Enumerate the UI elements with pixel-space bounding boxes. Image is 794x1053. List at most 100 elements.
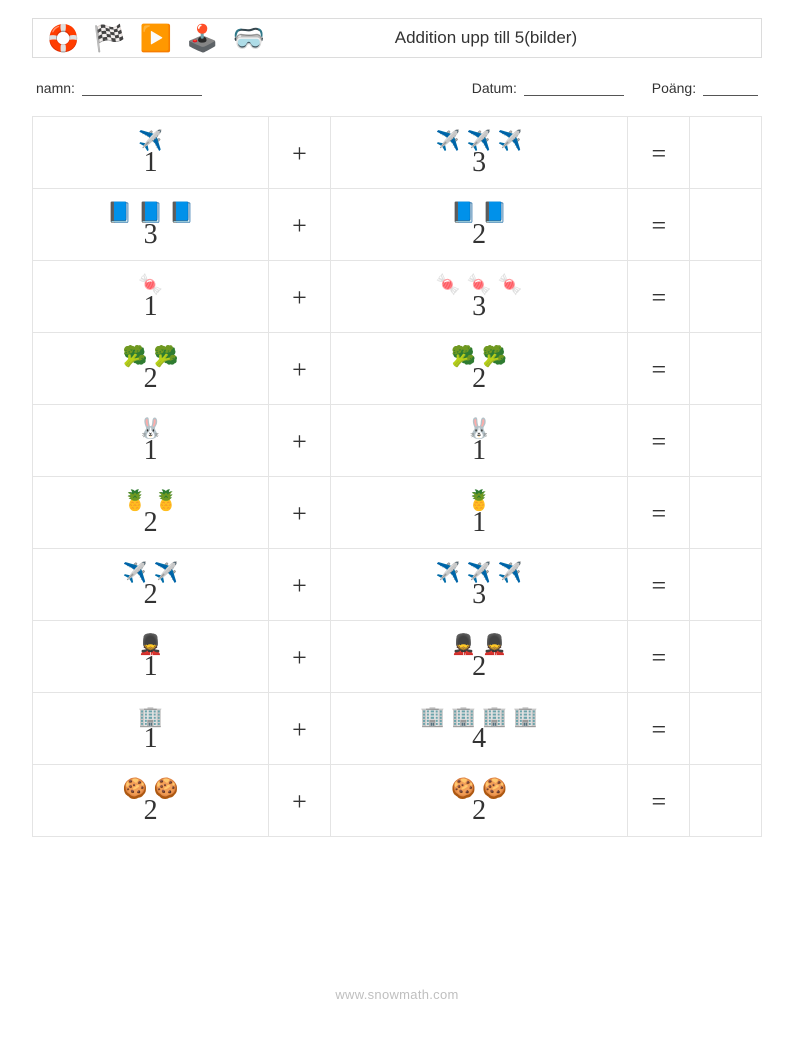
quantity-number: 2 [337,221,622,249]
quantity-number: 3 [337,581,622,609]
quantity-number: 3 [39,221,262,249]
plus-cell: + [269,117,331,189]
name-field: namn: [36,80,472,96]
count-icon: 🍬 [498,275,523,295]
count-icon: 🏢 [513,707,538,727]
count-icon: ✈️ [498,563,523,583]
score-field: Poäng: [652,80,758,96]
quantity-number: 1 [39,725,262,753]
problem-row: 🐰1+🐰1= [33,405,762,477]
header-icon: ▶️ [140,25,172,51]
equals-cell: = [628,549,690,621]
count-icon: 📘 [107,203,132,223]
worksheet-page: 🛟 🏁 ▶️ 🕹️ 🥽 Addition upp till 5(bilder) … [0,0,794,1032]
quantity-cell: 🍬🍬🍬3 [330,261,628,333]
quantity-cell: 🏢🏢🏢🏢4 [330,693,628,765]
equals-cell: = [628,189,690,261]
problem-row: 🍬1+🍬🍬🍬3= [33,261,762,333]
count-icon: 🏢 [420,707,445,727]
equals-cell: = [628,405,690,477]
answer-cell[interactable] [690,117,762,189]
problem-row: 🏢1+🏢🏢🏢🏢4= [33,693,762,765]
quantity-number: 2 [337,365,622,393]
answer-cell[interactable] [690,549,762,621]
quantity-number: 4 [337,725,622,753]
equals-cell: = [628,765,690,837]
quantity-number: 2 [337,653,622,681]
plus-cell: + [269,333,331,405]
equals-cell: = [628,693,690,765]
quantity-number: 1 [337,509,622,537]
quantity-cell: ✈️✈️✈️3 [330,549,628,621]
quantity-cell: 🍍1 [330,477,628,549]
quantity-number: 3 [337,293,622,321]
answer-cell[interactable] [690,333,762,405]
quantity-number: 2 [39,509,262,537]
quantity-number: 1 [39,653,262,681]
meta-row: namn: Datum: Poäng: [32,80,762,96]
plus-cell: + [269,405,331,477]
quantity-cell: ✈️✈️✈️3 [330,117,628,189]
problem-row: 🍪🍪2+🍪🍪2= [33,765,762,837]
quantity-number: 1 [39,293,262,321]
problems-table: ✈️1+✈️✈️✈️3=📘📘📘3+📘📘2=🍬1+🍬🍬🍬3=🥦🥦2+🥦🥦2=🐰1+… [32,116,762,837]
plus-cell: + [269,693,331,765]
equals-cell: = [628,117,690,189]
answer-cell[interactable] [690,693,762,765]
plus-cell: + [269,621,331,693]
plus-cell: + [269,477,331,549]
quantity-cell: 💂1 [33,621,269,693]
date-label: Datum: [472,80,517,96]
quantity-cell: ✈️1 [33,117,269,189]
plus-cell: + [269,549,331,621]
equals-cell: = [628,621,690,693]
quantity-cell: 🐰1 [33,405,269,477]
answer-cell[interactable] [690,765,762,837]
answer-cell[interactable] [690,261,762,333]
score-blank[interactable] [703,82,758,96]
date-blank[interactable] [524,82,624,96]
footer-link: www.snowmath.com [32,987,762,1002]
answer-cell[interactable] [690,477,762,549]
quantity-cell: 🏢1 [33,693,269,765]
quantity-cell: 🥦🥦2 [330,333,628,405]
header-icon: 🏁 [93,25,125,51]
answer-cell[interactable] [690,405,762,477]
quantity-cell: 🍍🍍2 [33,477,269,549]
quantity-cell: 📘📘2 [330,189,628,261]
count-icon: 📘 [169,203,194,223]
header-icon: 🥽 [233,25,265,51]
date-field: Datum: [472,80,624,96]
problem-row: 📘📘📘3+📘📘2= [33,189,762,261]
equals-cell: = [628,333,690,405]
quantity-number: 2 [337,797,622,825]
quantity-number: 2 [39,797,262,825]
header-icon: 🕹️ [186,25,218,51]
count-icon: 🍬 [436,275,461,295]
answer-cell[interactable] [690,621,762,693]
worksheet-title: Addition upp till 5(bilder) [265,28,747,48]
name-blank[interactable] [82,82,202,96]
count-icon: ✈️ [498,131,523,151]
plus-cell: + [269,765,331,837]
score-label: Poäng: [652,80,696,96]
problem-row: 🍍🍍2+🍍1= [33,477,762,549]
quantity-cell: 🐰1 [330,405,628,477]
quantity-number: 1 [337,437,622,465]
quantity-cell: ✈️✈️2 [33,549,269,621]
header-icon: 🛟 [47,25,79,51]
quantity-number: 3 [337,149,622,177]
worksheet-header: 🛟 🏁 ▶️ 🕹️ 🥽 Addition upp till 5(bilder) [32,18,762,58]
quantity-number: 1 [39,437,262,465]
quantity-cell: 🍪🍪2 [33,765,269,837]
problem-row: 🥦🥦2+🥦🥦2= [33,333,762,405]
answer-cell[interactable] [690,189,762,261]
count-icon: ✈️ [436,131,461,151]
quantity-cell: 💂💂2 [330,621,628,693]
plus-cell: + [269,261,331,333]
count-icon: ✈️ [436,563,461,583]
quantity-number: 2 [39,365,262,393]
name-label: namn: [36,80,75,96]
problem-row: ✈️✈️2+✈️✈️✈️3= [33,549,762,621]
quantity-cell: 📘📘📘3 [33,189,269,261]
